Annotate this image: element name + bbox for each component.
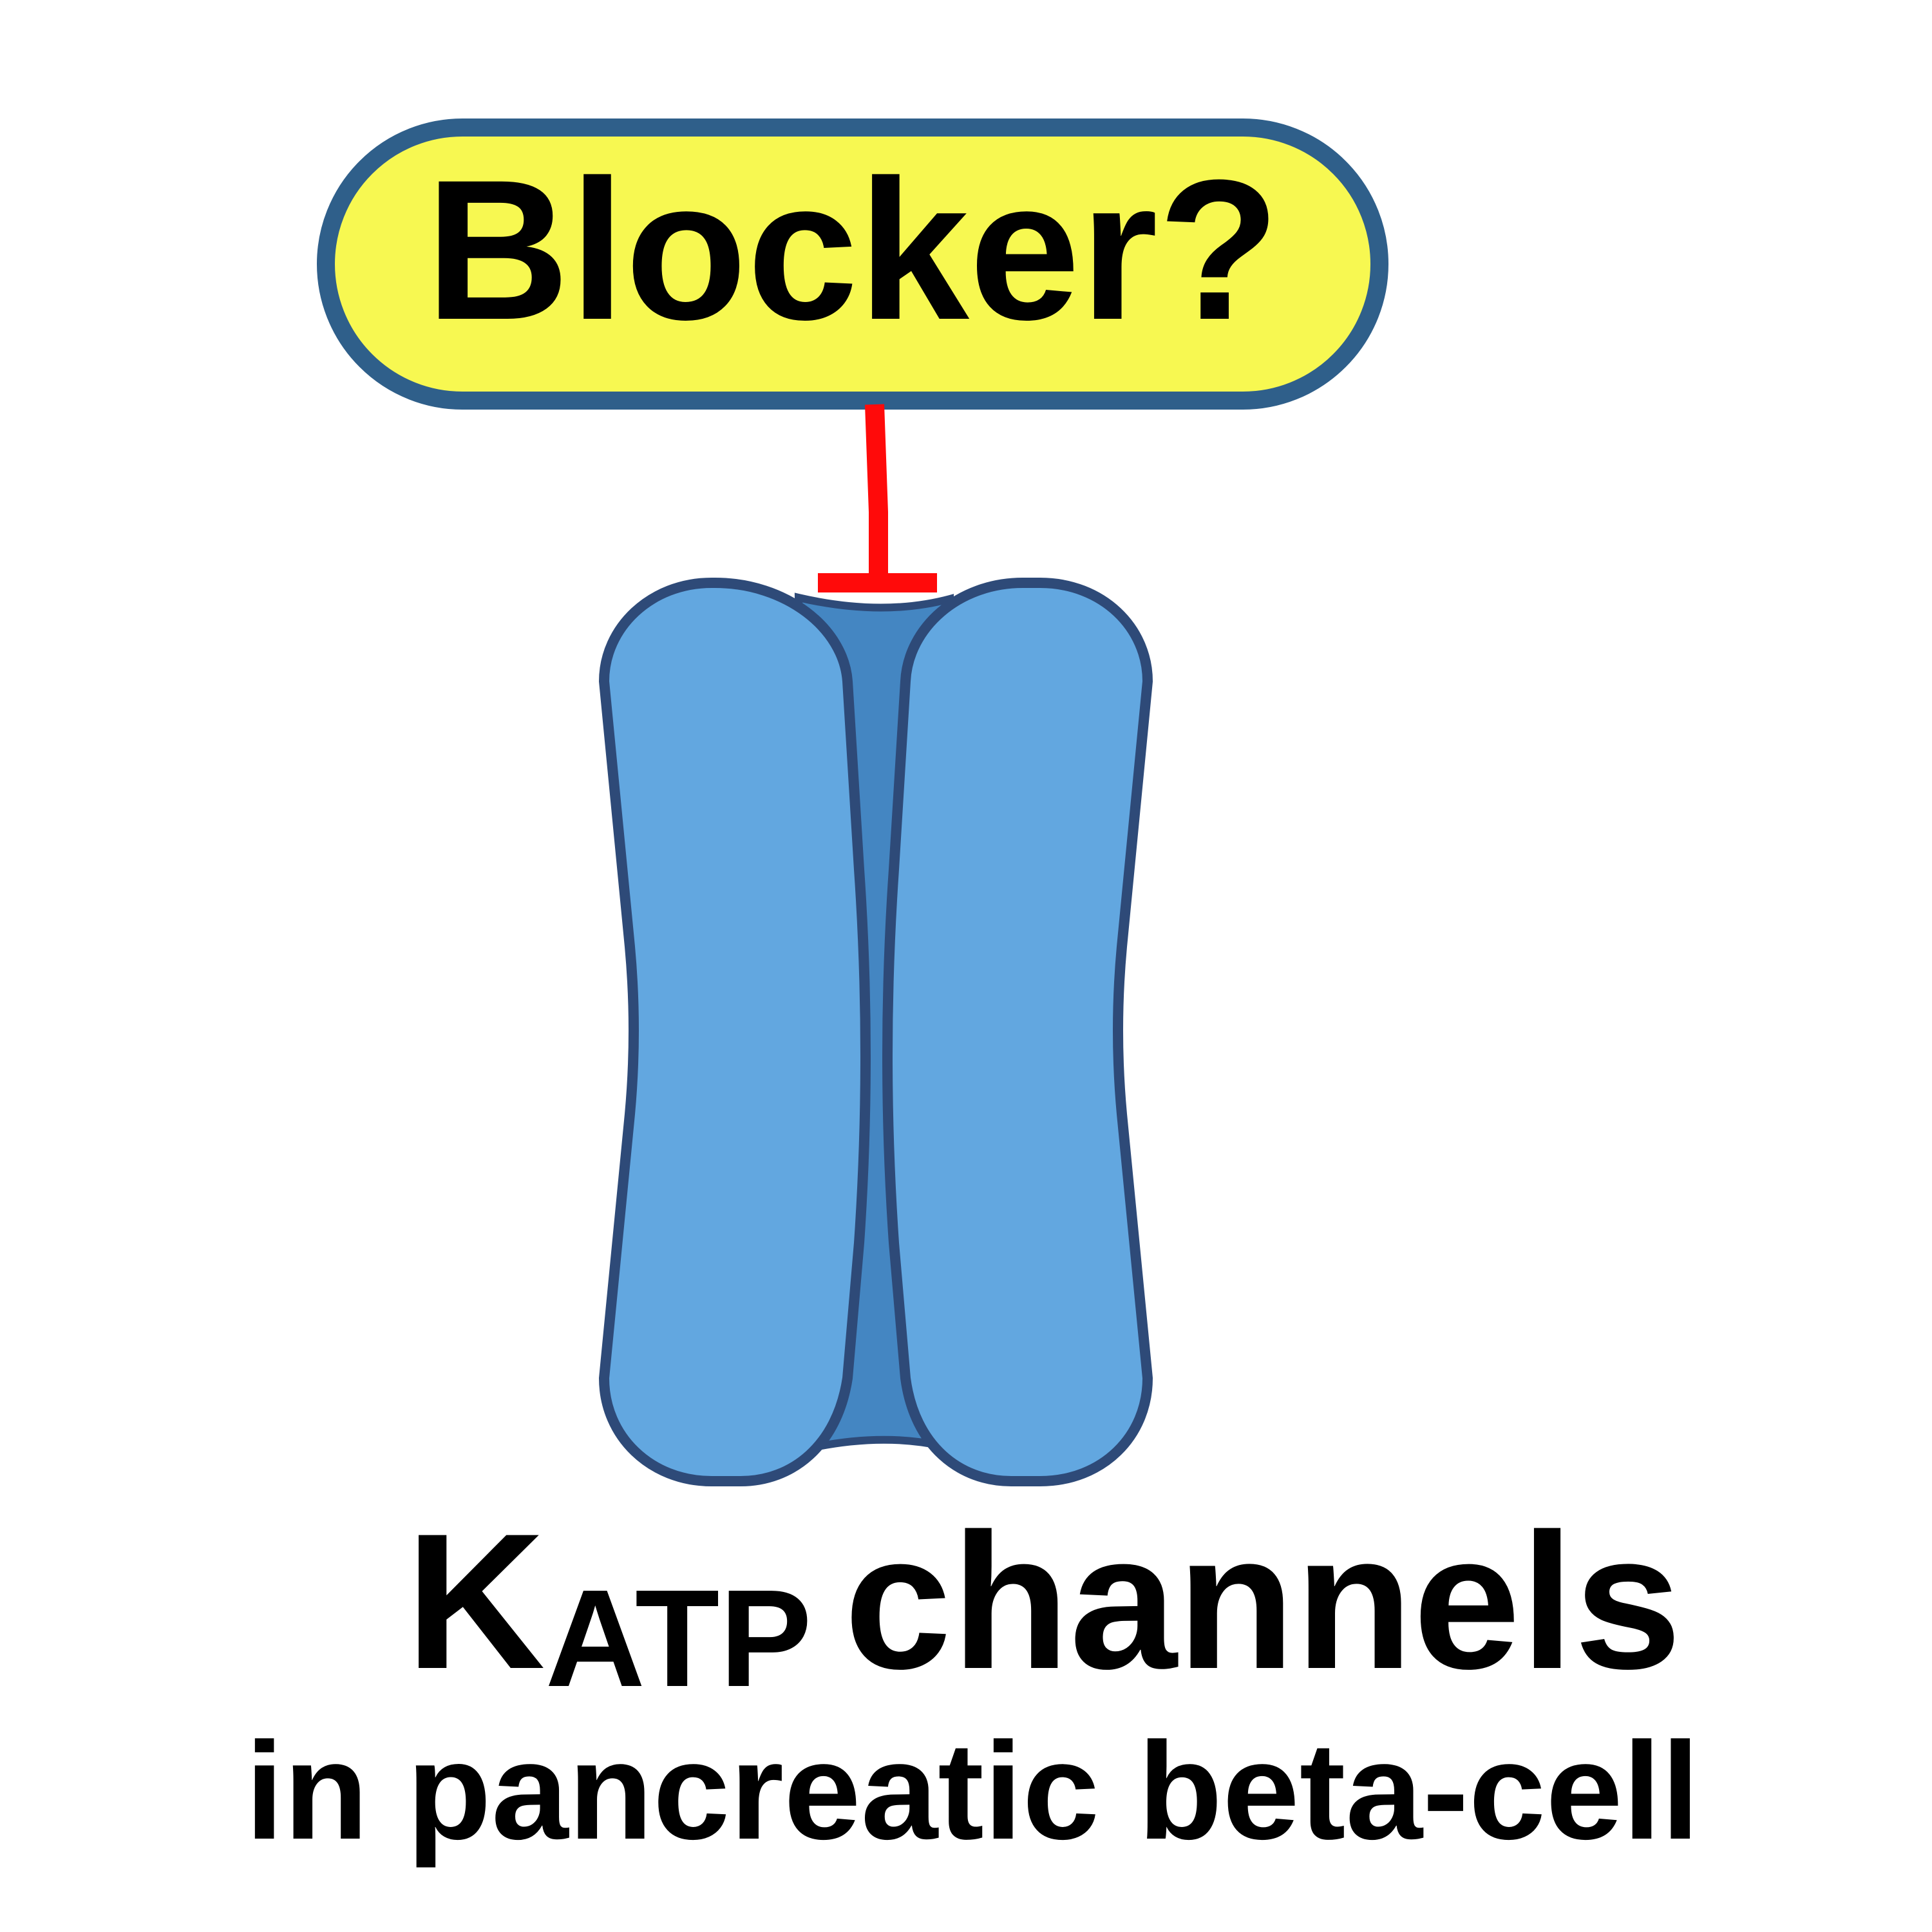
channel-subunit-right [882, 578, 1153, 1486]
channel-subunit-left [598, 578, 871, 1486]
inhibition-line [865, 404, 888, 583]
blocker-label: Blocker? [426, 138, 1280, 361]
channel-name-k: K [406, 1493, 545, 1709]
channel-location: in pancreatic beta-cell [245, 1713, 1700, 1868]
blocker-box: Blocker? [317, 118, 1388, 410]
katp-channel [598, 578, 1153, 1486]
inhibition-arrow [818, 404, 937, 592]
channel-name-subscript: ATP [545, 1560, 812, 1716]
channel-name-suffix: channels [844, 1493, 1682, 1709]
blocker-pill-shape [317, 118, 1388, 410]
channel-title: KATP channels [406, 1493, 1681, 1716]
